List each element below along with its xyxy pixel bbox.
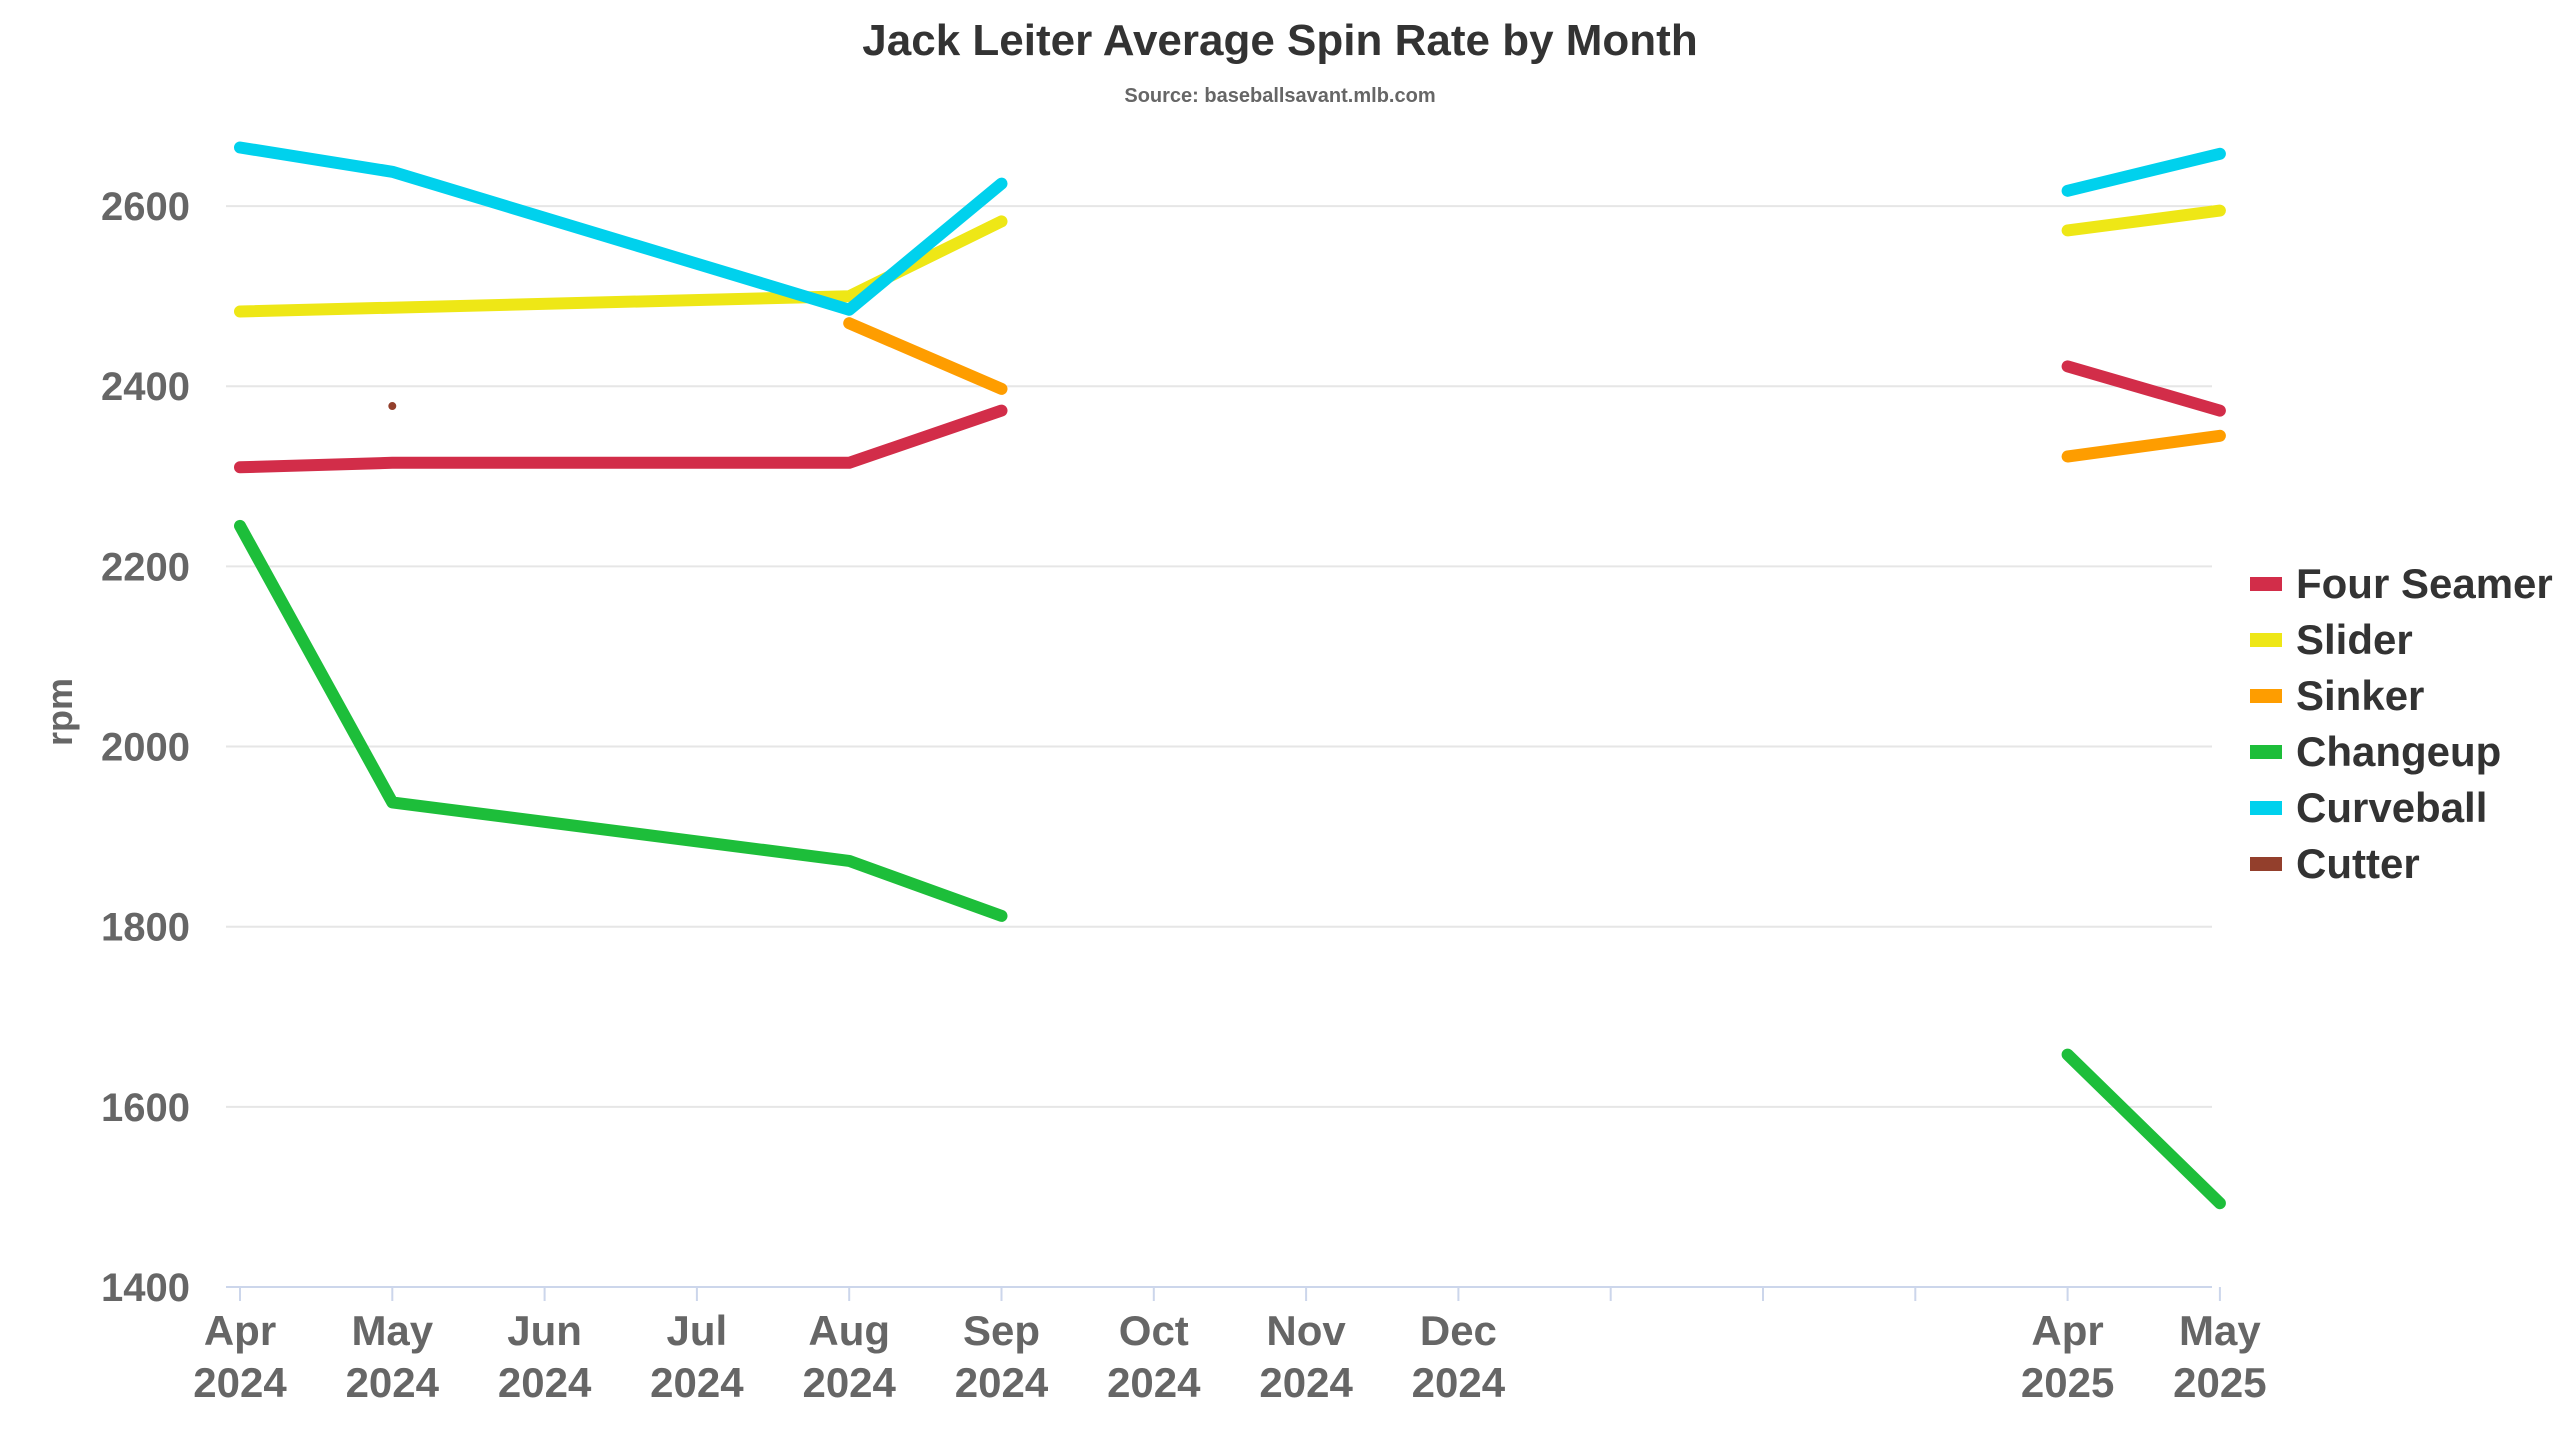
x-tick-label: Apr 2025: [2021, 1307, 2114, 1406]
legend-swatch: [2250, 801, 2282, 815]
series-point-cutter: [388, 402, 397, 411]
x-axis: Apr 2024 May 2024 Jun 2024 Jul 2024 Aug 2024 Sep 20…: [193, 1286, 2267, 1406]
x-tick-label: Aug 2024: [802, 1307, 896, 1406]
y-tick-label: 2200: [101, 545, 190, 589]
legend-label: Slider: [2296, 616, 2413, 663]
x-tick-label: May 2024: [346, 1307, 440, 1406]
series-group: [234, 141, 2226, 1210]
y-tick-label: 2000: [101, 726, 190, 770]
legend-item-slider[interactable]: Slider: [2250, 616, 2413, 663]
y-axis-label: rpm: [39, 678, 80, 746]
y-tick-label: 1800: [101, 906, 190, 950]
x-tick-label: Nov 2024: [1259, 1307, 1353, 1406]
y-tick-label: 1600: [101, 1086, 190, 1130]
legend-swatch: [2250, 633, 2282, 647]
legend-item-changeup[interactable]: Changeup: [2250, 728, 2501, 775]
x-tick-label: Sep 2024: [955, 1307, 1049, 1406]
legend-label: Cutter: [2296, 840, 2420, 887]
series-line-changeup: [234, 519, 1008, 922]
legend-label: Four Seamer: [2296, 560, 2553, 607]
x-tick-label: Jul 2024: [650, 1307, 744, 1406]
gridlines: [226, 205, 2212, 1108]
series-line-four-seamer: [2061, 360, 2226, 417]
legend-item-curveball[interactable]: Curveball: [2250, 784, 2487, 831]
series-line-four-seamer: [234, 404, 1008, 474]
series-line-sinker: [2061, 429, 2226, 463]
x-tick-label: Jun 2024: [498, 1307, 592, 1406]
legend-label: Changeup: [2296, 728, 2501, 775]
series-line-curveball: [234, 141, 1008, 316]
legend: Four Seamer Slider Sinker Changeup Curveball…: [2250, 560, 2553, 887]
series-line-slider: [234, 215, 1008, 318]
y-axis: 1400 1600 1800 2000 2200 2400 2600: [101, 185, 190, 1310]
series-line-changeup: [2061, 1048, 2226, 1210]
y-tick-label: 1400: [101, 1266, 190, 1310]
x-tick-label: Dec 2024: [1412, 1307, 1506, 1406]
x-tick-label: Apr 2024: [193, 1307, 287, 1406]
legend-swatch: [2250, 745, 2282, 759]
legend-label: Sinker: [2296, 672, 2424, 719]
y-tick-label: 2400: [101, 365, 190, 409]
series-line-slider: [2061, 204, 2226, 237]
x-tick-label: Oct 2024: [1107, 1307, 1201, 1406]
series-line-sinker: [843, 317, 1008, 395]
legend-swatch: [2250, 689, 2282, 703]
chart-title: Jack Leiter Average Spin Rate by Month: [862, 16, 1697, 65]
legend-swatch: [2250, 577, 2282, 591]
legend-item-sinker[interactable]: Sinker: [2250, 672, 2424, 719]
legend-item-cutter[interactable]: Cutter: [2250, 840, 2420, 887]
series-line-curveball: [2061, 147, 2226, 197]
chart-subtitle: Source: baseballsavant.mlb.com: [1124, 85, 1435, 107]
x-tick-label: May 2025: [2173, 1307, 2266, 1406]
y-tick-label: 2600: [101, 185, 190, 229]
legend-label: Curveball: [2296, 784, 2487, 831]
legend-item-four-seamer[interactable]: Four Seamer: [2250, 560, 2553, 607]
legend-swatch: [2250, 857, 2282, 871]
